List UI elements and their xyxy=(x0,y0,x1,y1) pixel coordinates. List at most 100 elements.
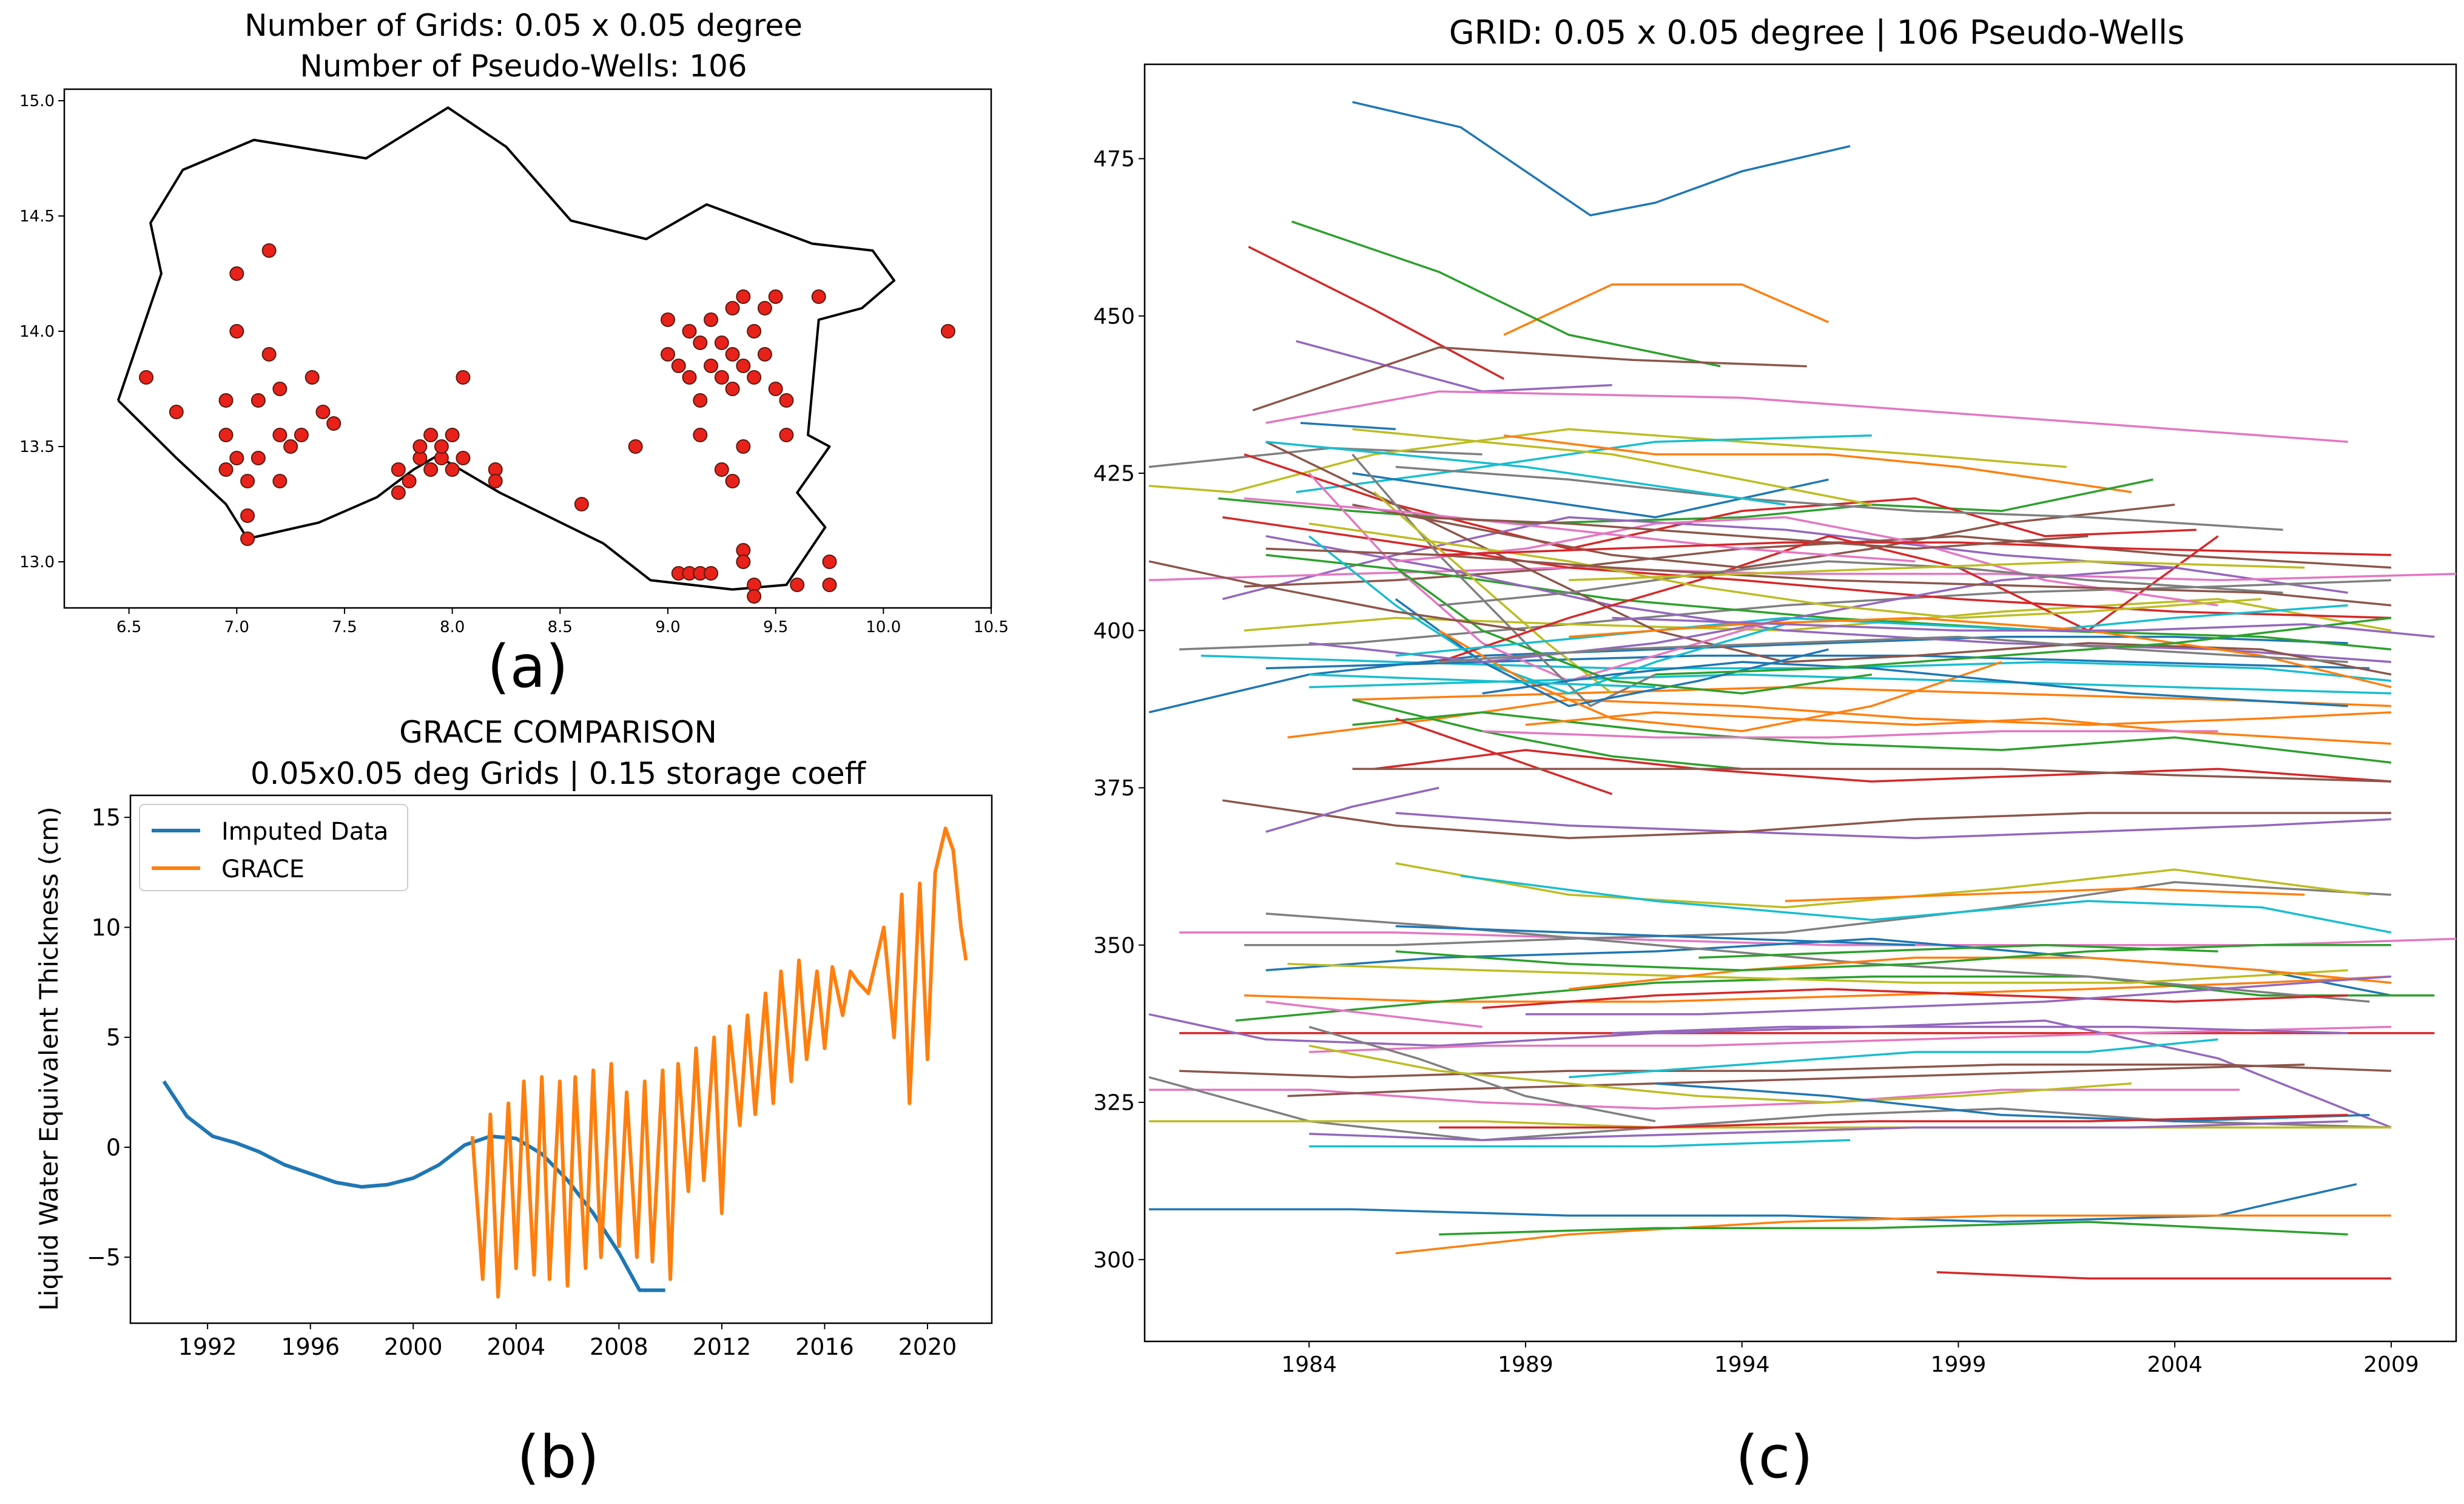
well-series-line xyxy=(1439,560,2283,607)
well-series-line xyxy=(1395,943,2391,971)
y-tick-label-a: 14.5 xyxy=(19,207,55,226)
pseudo-well-marker xyxy=(714,370,729,385)
well-series-line xyxy=(1525,975,2392,1016)
pseudo-well-marker xyxy=(456,370,471,385)
well-series-line xyxy=(1439,541,2392,556)
pseudo-well-marker xyxy=(251,393,266,408)
well-series-line xyxy=(1252,346,1807,411)
pseudo-well-marker xyxy=(272,474,288,488)
pseudo-well-marker xyxy=(757,301,772,315)
well-series-line xyxy=(1503,434,2132,493)
y-ticks-c: 300 325 350 375 400 425 450 475 xyxy=(1093,147,1145,1273)
plot-area-a xyxy=(116,106,955,604)
pseudo-well-marker xyxy=(229,266,244,281)
pseudo-well-marker xyxy=(790,578,805,592)
title-b: GRACE COMPARISON xyxy=(399,715,717,750)
well-series-line xyxy=(1244,497,1916,562)
panel-a: Number of Grids: 0.05 x 0.05 degree Numb… xyxy=(19,8,1009,701)
pseudo-well-marker xyxy=(445,428,460,442)
well-series-line xyxy=(1395,1214,2391,1255)
well-series-line xyxy=(1308,566,2175,663)
pseudo-well-marker xyxy=(574,497,589,511)
y-tick-label-a: 13.0 xyxy=(19,553,55,572)
pseudo-well-marker xyxy=(704,359,719,373)
x-ticks-c: 1984 1989 1994 1999 2004 2009 xyxy=(1281,1341,2419,1377)
y-tick-label-c: 400 xyxy=(1093,619,1135,644)
well-series-line xyxy=(1179,579,2392,651)
well-series-line xyxy=(1309,673,1656,689)
title-a: Number of Grids: 0.05 x 0.05 degree xyxy=(244,8,803,43)
pseudo-well-marker xyxy=(315,405,331,419)
pseudo-well-marker xyxy=(822,555,837,569)
well-series-line xyxy=(1148,428,2067,493)
x-tick-label-c: 1984 xyxy=(1281,1352,1337,1377)
well-series-line xyxy=(1265,390,2348,443)
well-series-line xyxy=(1296,434,1872,493)
pseudo-well-marker xyxy=(261,243,277,258)
pseudo-well-marker xyxy=(940,324,955,339)
well-series-line xyxy=(1248,246,1505,380)
panel-b: GRACE COMPARISON 0.05x0.05 deg Grids | 0… xyxy=(34,715,993,1491)
well-series-line xyxy=(1482,661,2348,707)
well-series-line xyxy=(1525,711,2392,745)
pseudo-well-marker xyxy=(272,382,288,396)
pseudo-well-marker xyxy=(822,578,837,592)
well-series-line xyxy=(1308,1044,2132,1104)
pseudo-well-marker xyxy=(229,324,244,339)
pseudo-well-marker xyxy=(272,428,288,442)
pseudo-well-marker xyxy=(682,324,697,339)
pseudo-well-marker xyxy=(768,382,783,396)
pseudo-well-marker xyxy=(445,462,460,477)
pseudo-well-marker xyxy=(725,301,740,315)
x-tick-label-c: 1989 xyxy=(1498,1352,1553,1377)
well-series-line xyxy=(1612,616,2435,638)
well-series-line xyxy=(1149,1088,2240,1110)
x-tick-label-a: 8.0 xyxy=(440,618,465,636)
x-tick-label-b: 2008 xyxy=(590,1334,648,1360)
x-tick-label-b: 2004 xyxy=(486,1334,545,1360)
well-series-line xyxy=(1569,616,2392,689)
x-tick-label-a: 10.5 xyxy=(974,618,1009,636)
well-series-line xyxy=(1179,1063,2392,1079)
pseudo-well-marker xyxy=(693,428,708,442)
well-series-line xyxy=(1309,1120,2348,1141)
panel-label-b: (b) xyxy=(517,1423,599,1491)
well-series-line xyxy=(1395,717,1613,795)
well-series-line xyxy=(1308,522,2262,619)
pseudo-well-marker xyxy=(725,474,740,488)
x-tick-label-a: 9.0 xyxy=(655,618,680,636)
x-tick-label-a: 10.0 xyxy=(866,618,901,636)
well-series-line xyxy=(1222,516,2392,619)
pseudo-well-marker xyxy=(218,428,234,442)
well-series-line xyxy=(1287,963,2348,984)
pseudo-well-marker xyxy=(725,382,740,396)
well-series-line xyxy=(1265,786,1439,833)
axes-frame-a xyxy=(63,88,992,609)
well-series-line xyxy=(1265,1000,1483,1028)
x-tick-label-a: 8.5 xyxy=(548,618,573,636)
subtitle-b: 0.05x0.05 deg Grids | 0.15 storage coeff xyxy=(251,756,867,791)
well-series-line xyxy=(1352,711,2392,764)
series-line-imputed xyxy=(162,1080,665,1292)
pseudo-well-marker xyxy=(736,359,751,373)
well-series-line xyxy=(1395,465,2283,531)
well-series-line xyxy=(1179,931,2457,946)
y-tick-label-a: 14.0 xyxy=(19,323,55,341)
pseudo-well-marker xyxy=(169,405,184,419)
pseudo-well-marker xyxy=(693,393,708,408)
well-series-line xyxy=(1309,1025,2392,1053)
x-tick-label-c: 2004 xyxy=(2147,1352,2203,1377)
y-tick-label-a: 13.5 xyxy=(19,438,55,456)
well-series-line xyxy=(1460,874,2392,934)
pseudo-well-marker xyxy=(294,428,309,442)
x-tick-label-a: 7.0 xyxy=(224,618,249,636)
pseudo-well-marker xyxy=(671,359,686,373)
well-series-line xyxy=(1265,440,1786,506)
legend-box-b xyxy=(139,804,408,891)
well-series-line xyxy=(1936,1271,2391,1280)
axes-frame-c xyxy=(1143,63,2457,1343)
legend-b: Imputed Data GRACE xyxy=(139,804,408,891)
pseudo-well-marker xyxy=(261,347,277,362)
pseudo-well-marker xyxy=(326,416,342,431)
well-series-line xyxy=(1235,975,2435,1022)
